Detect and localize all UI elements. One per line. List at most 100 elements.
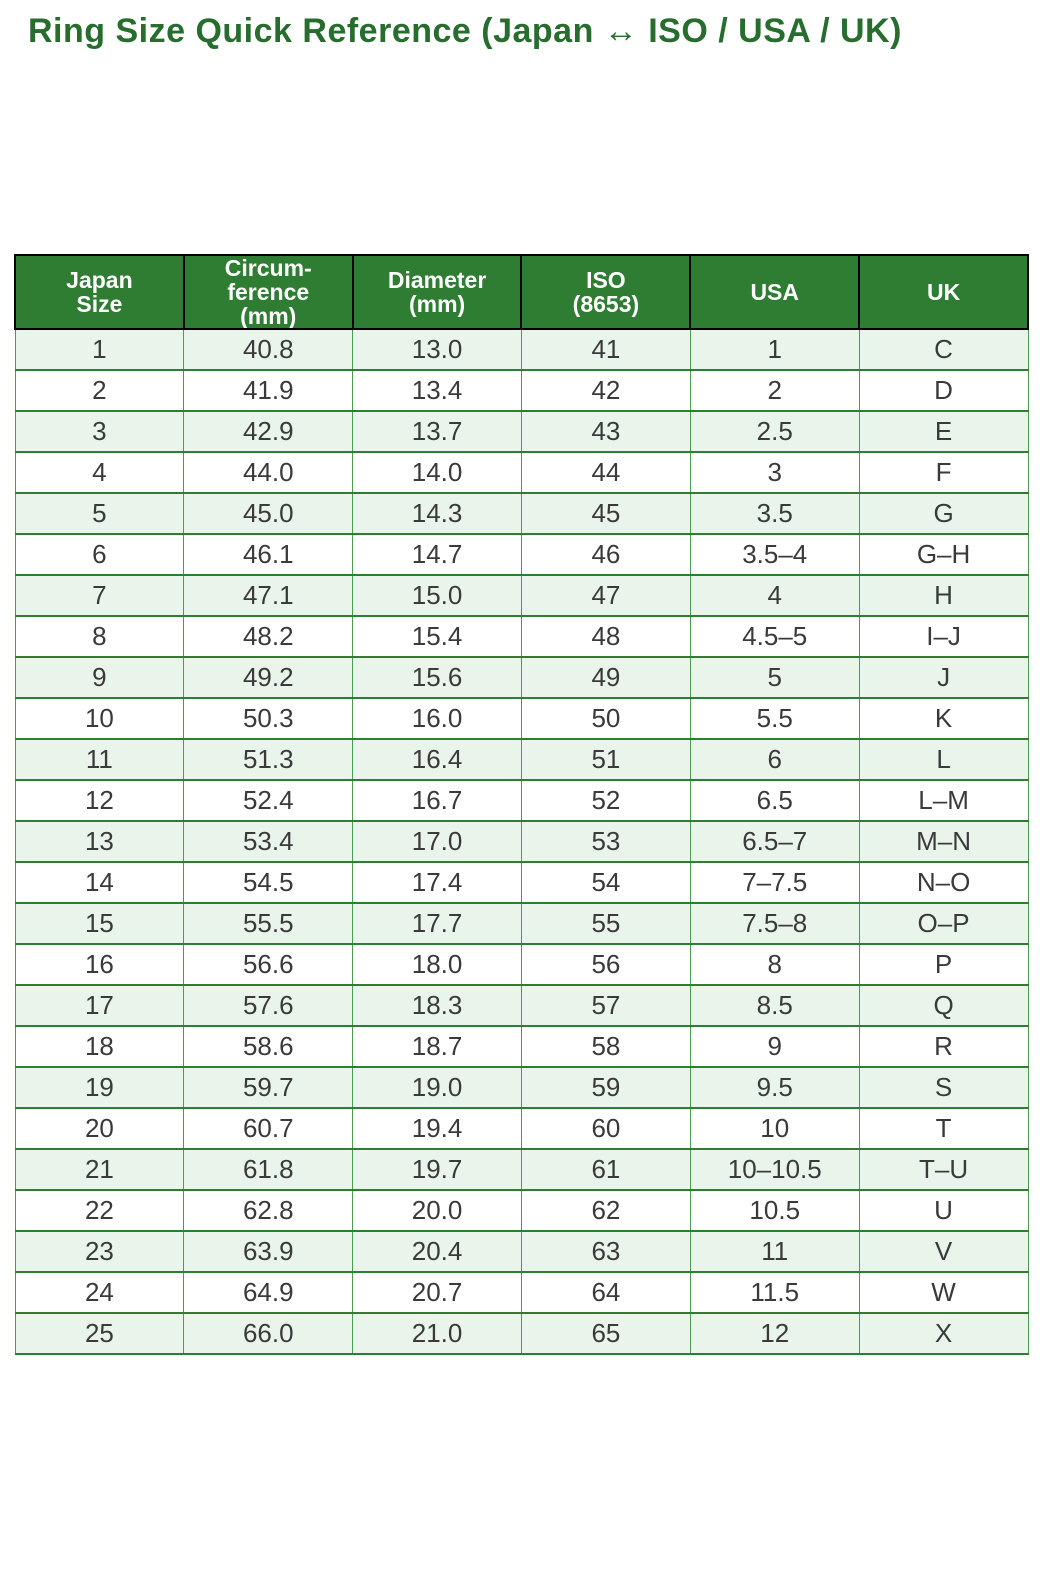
- cell-uk: W: [858, 1271, 1029, 1315]
- cell-circumference-mm: 50.3: [183, 697, 354, 741]
- cell-diameter-mm: 14.3: [352, 492, 522, 536]
- cell-iso-8653: 60: [520, 1107, 691, 1151]
- table-row: 5 45.0 14.3 45 3.5 G: [14, 492, 1029, 536]
- column-header-japan-size: Japan Size: [14, 254, 185, 331]
- table-row: 4 44.0 14.0 44 3 F: [14, 451, 1029, 495]
- cell-circumference-mm: 54.5: [183, 861, 354, 905]
- cell-japan-size: 8: [14, 615, 185, 659]
- cell-circumference-mm: 63.9: [183, 1230, 354, 1274]
- cell-diameter-mm: 17.4: [352, 861, 522, 905]
- cell-iso-8653: 47: [520, 574, 691, 618]
- cell-iso-8653: 48: [520, 615, 691, 659]
- cell-usa: 9.5: [689, 1066, 860, 1110]
- cell-circumference-mm: 41.9: [183, 369, 354, 413]
- cell-diameter-mm: 15.6: [352, 656, 522, 700]
- cell-circumference-mm: 56.6: [183, 943, 354, 987]
- cell-circumference-mm: 44.0: [183, 451, 354, 495]
- table-row: 12 52.4 16.7 52 6.5 L–M: [14, 779, 1029, 823]
- cell-diameter-mm: 19.0: [352, 1066, 522, 1110]
- cell-diameter-mm: 17.0: [352, 820, 522, 864]
- cell-circumference-mm: 52.4: [183, 779, 354, 823]
- cell-circumference-mm: 58.6: [183, 1025, 354, 1069]
- cell-circumference-mm: 57.6: [183, 984, 354, 1028]
- cell-diameter-mm: 16.4: [352, 738, 522, 782]
- cell-circumference-mm: 46.1: [183, 533, 354, 577]
- table-row: 13 53.4 17.0 53 6.5–7 M–N: [14, 820, 1029, 864]
- table-row: 11 51.3 16.4 51 6 L: [14, 738, 1029, 782]
- cell-uk: L–M: [858, 779, 1029, 823]
- cell-japan-size: 18: [14, 1025, 185, 1069]
- cell-diameter-mm: 18.3: [352, 984, 522, 1028]
- cell-japan-size: 19: [14, 1066, 185, 1110]
- cell-diameter-mm: 16.7: [352, 779, 522, 823]
- cell-uk: K: [858, 697, 1029, 741]
- cell-usa: 9: [689, 1025, 860, 1069]
- cell-japan-size: 13: [14, 820, 185, 864]
- cell-iso-8653: 54: [520, 861, 691, 905]
- cell-uk: T: [858, 1107, 1029, 1151]
- cell-diameter-mm: 18.0: [352, 943, 522, 987]
- table-body: 1 40.8 13.0 41 1 C 2 41.9 13.4 42 2 D 3 42.9 13.7 43 2.5…: [14, 328, 1029, 1356]
- cell-iso-8653: 46: [520, 533, 691, 577]
- cell-usa: 12: [689, 1312, 860, 1356]
- cell-uk: O–P: [858, 902, 1029, 946]
- cell-japan-size: 3: [14, 410, 185, 454]
- cell-japan-size: 16: [14, 943, 185, 987]
- cell-usa: 8: [689, 943, 860, 987]
- table-row: 2 41.9 13.4 42 2 D: [14, 369, 1029, 413]
- cell-japan-size: 22: [14, 1189, 185, 1233]
- cell-iso-8653: 53: [520, 820, 691, 864]
- cell-iso-8653: 65: [520, 1312, 691, 1356]
- table-row: 6 46.1 14.7 46 3.5–4 G–H: [14, 533, 1029, 577]
- table-row: 7 47.1 15.0 47 4 H: [14, 574, 1029, 618]
- cell-uk: V: [858, 1230, 1029, 1274]
- page: Ring Size Quick Reference (Japan ↔ ISO /…: [14, 12, 1029, 1356]
- cell-uk: G–H: [858, 533, 1029, 577]
- cell-diameter-mm: 15.4: [352, 615, 522, 659]
- cell-iso-8653: 51: [520, 738, 691, 782]
- cell-usa: 11.5: [689, 1271, 860, 1315]
- table-row: 8 48.2 15.4 48 4.5–5 I–J: [14, 615, 1029, 659]
- table-row: 9 49.2 15.6 49 5 J: [14, 656, 1029, 700]
- cell-diameter-mm: 15.0: [352, 574, 522, 618]
- cell-iso-8653: 61: [520, 1148, 691, 1192]
- cell-japan-size: 2: [14, 369, 185, 413]
- cell-usa: 4.5–5: [689, 615, 860, 659]
- cell-japan-size: 5: [14, 492, 185, 536]
- cell-circumference-mm: 47.1: [183, 574, 354, 618]
- cell-japan-size: 21: [14, 1148, 185, 1192]
- cell-usa: 6.5–7: [689, 820, 860, 864]
- column-header-uk: UK: [858, 254, 1029, 331]
- cell-circumference-mm: 49.2: [183, 656, 354, 700]
- cell-uk: L: [858, 738, 1029, 782]
- cell-uk: T–U: [858, 1148, 1029, 1192]
- cell-uk: E: [858, 410, 1029, 454]
- cell-uk: N–O: [858, 861, 1029, 905]
- cell-iso-8653: 45: [520, 492, 691, 536]
- cell-diameter-mm: 21.0: [352, 1312, 522, 1356]
- cell-iso-8653: 42: [520, 369, 691, 413]
- cell-iso-8653: 44: [520, 451, 691, 495]
- cell-japan-size: 12: [14, 779, 185, 823]
- cell-diameter-mm: 19.7: [352, 1148, 522, 1192]
- cell-uk: G: [858, 492, 1029, 536]
- cell-uk: F: [858, 451, 1029, 495]
- cell-circumference-mm: 61.8: [183, 1148, 354, 1192]
- cell-uk: P: [858, 943, 1029, 987]
- cell-circumference-mm: 64.9: [183, 1271, 354, 1315]
- table-header: Japan Size Circum- ference (mm) Diameter (…: [14, 254, 1029, 331]
- table-row: 18 58.6 18.7 58 9 R: [14, 1025, 1029, 1069]
- cell-uk: X: [858, 1312, 1029, 1356]
- table-row: 10 50.3 16.0 50 5.5 K: [14, 697, 1029, 741]
- cell-usa: 3.5: [689, 492, 860, 536]
- cell-uk: R: [858, 1025, 1029, 1069]
- cell-usa: 11: [689, 1230, 860, 1274]
- cell-japan-size: 9: [14, 656, 185, 700]
- table-row: 15 55.5 17.7 55 7.5–8 O–P: [14, 902, 1029, 946]
- cell-diameter-mm: 17.7: [352, 902, 522, 946]
- cell-circumference-mm: 40.8: [183, 328, 354, 372]
- cell-iso-8653: 56: [520, 943, 691, 987]
- cell-iso-8653: 55: [520, 902, 691, 946]
- cell-iso-8653: 58: [520, 1025, 691, 1069]
- cell-iso-8653: 57: [520, 984, 691, 1028]
